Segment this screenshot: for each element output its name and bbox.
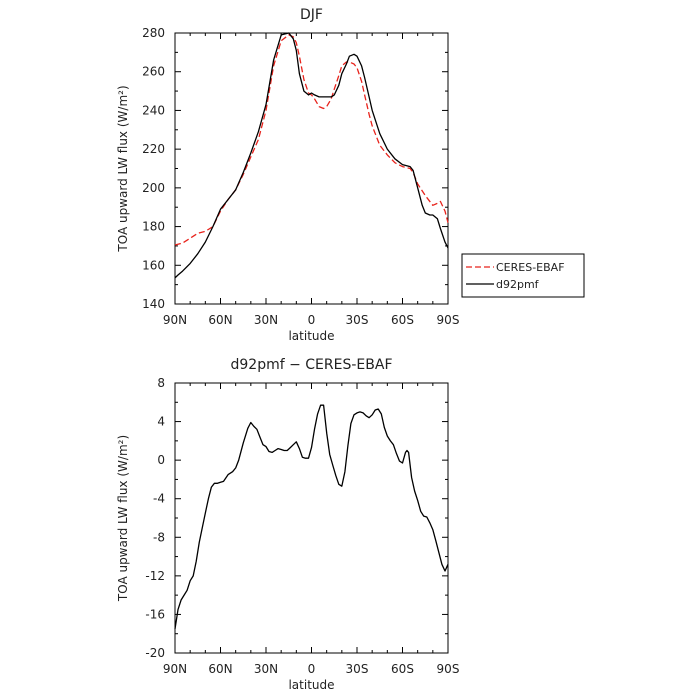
x-tick-label: 30S — [346, 313, 369, 327]
x-axis-label: latitude — [288, 678, 334, 692]
x-tick-label: 30S — [346, 662, 369, 676]
y-tick-label: -8 — [153, 530, 165, 544]
series-line-1 — [174, 404, 449, 630]
x-tick-label: 60S — [391, 662, 414, 676]
y-tick-label: -12 — [145, 569, 165, 583]
y-tick-label: -16 — [145, 607, 165, 621]
legend-label: CERES-EBAF — [496, 261, 565, 274]
y-tick-label: 260 — [142, 65, 165, 79]
x-tick-label: 60N — [208, 313, 232, 327]
x-tick-label: 90N — [163, 313, 187, 327]
y-tick-label: -20 — [145, 646, 165, 660]
x-tick-label: 30N — [254, 313, 278, 327]
y-tick-label: 160 — [142, 258, 165, 272]
y-tick-label: 0 — [157, 453, 165, 467]
x-tick-label: 90S — [437, 662, 460, 676]
x-tick-label: 60S — [391, 313, 414, 327]
y-tick-label: 220 — [142, 142, 165, 156]
plot-frame — [174, 32, 449, 305]
x-tick-label: 30N — [254, 662, 278, 676]
y-tick-label: 140 — [142, 297, 165, 311]
y-tick-label: 8 — [157, 376, 165, 390]
x-axis-label: latitude — [288, 329, 334, 343]
y-tick-label: -4 — [153, 492, 165, 506]
legend-label: d92pmf — [496, 278, 540, 291]
x-tick-label: 90S — [437, 313, 460, 327]
legend: CERES-EBAF d92pmf — [461, 253, 585, 298]
y-tick-label: 4 — [157, 415, 165, 429]
y-tick-label: 180 — [142, 220, 165, 234]
y-tick-label: 200 — [142, 181, 165, 195]
chart-title: DJF — [300, 7, 323, 23]
x-tick-label: 0 — [308, 662, 316, 676]
chart-title: d92pmf − CERES-EBAF — [231, 357, 393, 373]
y-axis-label: TOA upward LW flux (W/m²) — [116, 435, 130, 602]
x-tick-label: 0 — [308, 313, 316, 327]
chart-panel-2: d92pmf − CERES-EBAF -20 -16 -12 -8 -4 0 4 8 90N 60… — [116, 357, 459, 692]
series-line-ceres-ebaf — [174, 34, 449, 246]
legend-box — [461, 253, 585, 298]
y-axis-label: TOA upward LW flux (W/m²) — [116, 85, 130, 252]
series-line-d92pmf — [174, 32, 449, 279]
plot-frame — [174, 382, 449, 654]
x-tick-label: 90N — [163, 662, 187, 676]
y-tick-label: 280 — [142, 26, 165, 40]
x-tick-label: 60N — [208, 662, 232, 676]
y-tick-label: 240 — [142, 103, 165, 117]
chart-panel-1: DJF 140 160 180 200 220 240 260 280 90N 60N 30N 0 30S… — [116, 7, 585, 343]
